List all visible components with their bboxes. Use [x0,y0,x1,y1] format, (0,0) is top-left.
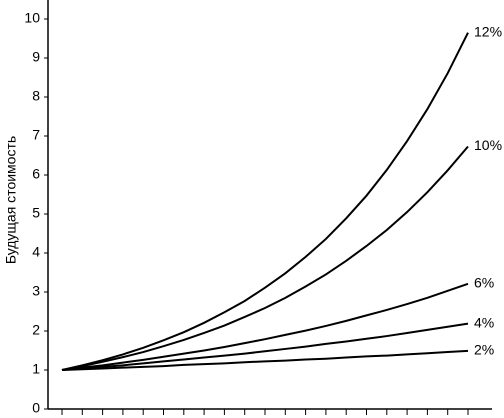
y-tick-label: 7 [32,127,40,143]
series-label: 2% [474,342,494,358]
series-line [61,282,469,371]
y-tick-label: 10 [24,10,40,26]
y-tick-label: 3 [32,283,40,299]
y-tick-label: 6 [32,166,40,182]
series-label: 4% [474,314,494,330]
y-tick-label: 5 [32,205,40,221]
series-line [61,145,469,371]
y-tick-label: 8 [32,88,40,104]
series-label: 12% [474,23,502,39]
y-tick-label: 1 [32,361,40,377]
y-tick-label: 4 [32,244,40,260]
series-line [61,32,469,371]
series-line [61,322,469,371]
y-tick-label: 9 [32,49,40,65]
y-tick-label: 2 [32,322,40,338]
series-label: 6% [474,275,494,291]
series-label: 10% [474,137,502,153]
y-axis-label: Будущая стоимость [3,136,19,264]
series-line [61,349,469,371]
y-tick-label: 0 [32,400,40,416]
